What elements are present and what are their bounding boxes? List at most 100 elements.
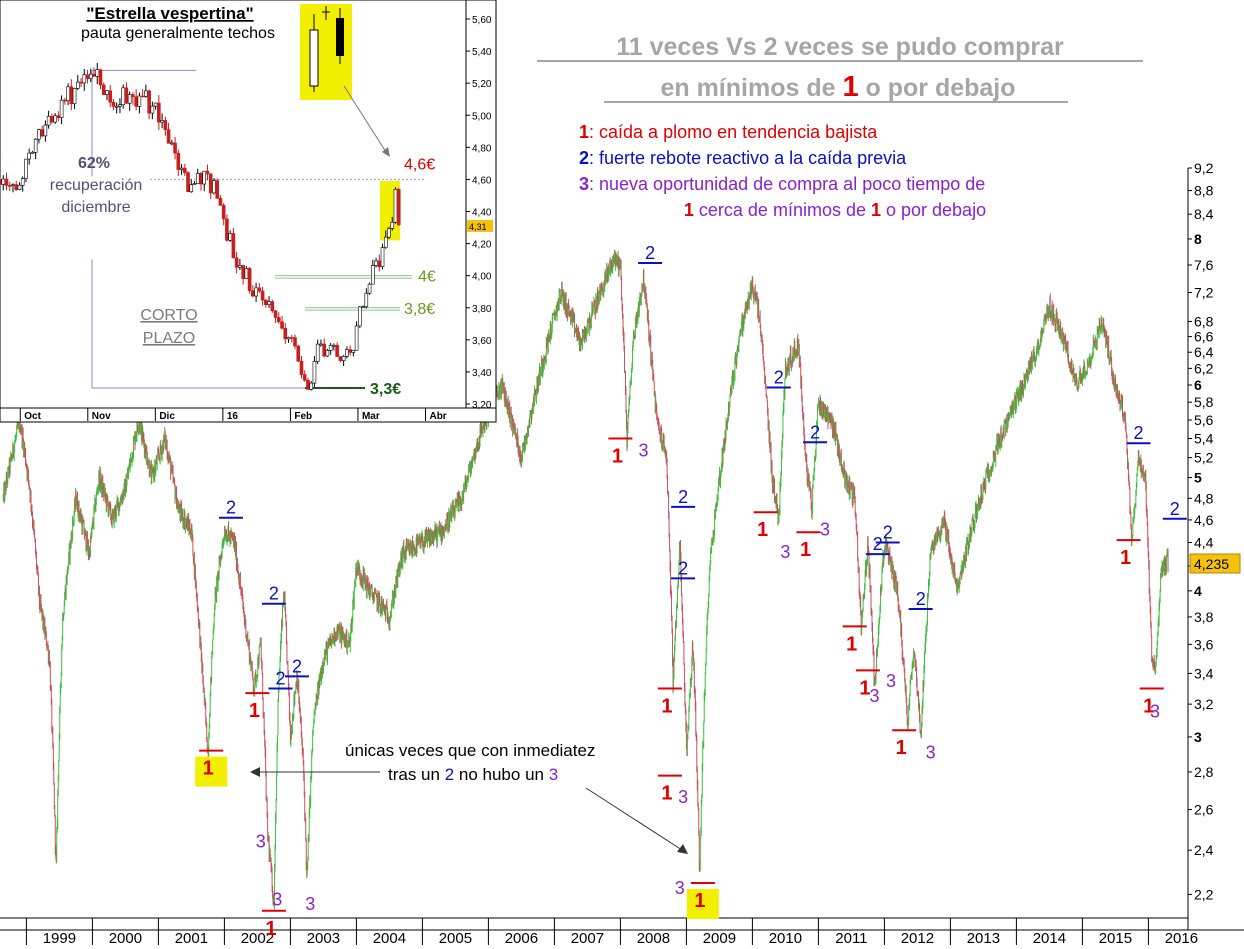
marker-label-1: 1 xyxy=(896,737,907,759)
inset-candle-body xyxy=(296,345,301,362)
marker-label-3: 3 xyxy=(272,890,282,910)
main-y-tick-label: 2,2 xyxy=(1194,886,1214,902)
main-y-tick-label: 2,4 xyxy=(1194,842,1214,858)
callout-line-1: únicas veces que con inmediatez xyxy=(345,741,595,760)
main-y-tick-label: 5,8 xyxy=(1194,394,1214,410)
inset-candle-body xyxy=(4,178,9,186)
inset-candle-body xyxy=(7,185,12,187)
inset-y-tick-label: 5,60 xyxy=(472,15,492,26)
inset-candle-body xyxy=(170,142,174,145)
inset-candle-body xyxy=(351,349,356,353)
inset-x-tick-label: Dic xyxy=(159,411,175,422)
marker-label-3: 3 xyxy=(886,671,896,691)
inset-candle-body xyxy=(374,260,378,266)
inset-candle-body xyxy=(111,101,116,107)
inset-candle-body xyxy=(66,86,70,101)
inset-candle-body xyxy=(221,204,226,220)
main-y-tick-label: 4 xyxy=(1194,583,1202,599)
legend: 1: caída a plomo en tendencia bajista 2:… xyxy=(579,122,986,220)
marker-label-2: 2 xyxy=(678,558,688,578)
inset-candle-body xyxy=(14,184,19,190)
inset-candle-body xyxy=(234,257,239,268)
main-y-tick-label: 6,2 xyxy=(1194,360,1214,376)
inset-candle-body xyxy=(364,292,369,308)
inset-candle-body xyxy=(147,90,151,114)
inset-candle-body xyxy=(85,74,90,79)
inset-x-tick-label: Abr xyxy=(429,411,446,422)
marker-label-3: 3 xyxy=(1150,701,1160,721)
inset-candle-body xyxy=(390,221,395,229)
main-y-tick-label: 7,2 xyxy=(1194,284,1214,300)
marker-label-1: 1 xyxy=(1143,696,1154,718)
inset-candle-body xyxy=(257,287,262,292)
inset-y-tick-label: 4,80 xyxy=(472,143,492,154)
inset-candle-body xyxy=(335,344,339,357)
inset-x-tick-label: Oct xyxy=(24,411,41,422)
main-candles xyxy=(2,249,1169,910)
marker-label-3: 3 xyxy=(305,894,315,914)
main-y-tick-label: 2,6 xyxy=(1194,802,1214,818)
main-x-tick-label: 2008 xyxy=(637,930,670,947)
marker-label-1: 1 xyxy=(661,783,672,805)
inset-y-tick-label: 5,40 xyxy=(472,47,492,58)
inset-candle-body xyxy=(0,179,2,185)
inset-price-annotation: 4,6€ xyxy=(404,156,435,173)
inset-candle-body xyxy=(186,172,190,193)
inset-title: "Estrella vespertina" xyxy=(86,4,253,23)
main-x-tick-label: 2006 xyxy=(505,930,538,947)
inset-candle-body xyxy=(286,337,291,340)
inset-candle-body xyxy=(20,178,25,186)
main-y-tick-label: 8,8 xyxy=(1194,183,1214,199)
callout-line-2: tras un 2 no hubo un 3 xyxy=(388,765,558,784)
inset-candle-body xyxy=(189,184,194,193)
main-x-tick-label: 2010 xyxy=(769,930,802,947)
inset-candle-body xyxy=(244,268,249,279)
current-price-tag: 4,235 xyxy=(1189,553,1241,574)
main-y-tick-label: 3,6 xyxy=(1194,636,1214,652)
main-y-tick-label: 6,6 xyxy=(1194,329,1214,345)
main-x-tick-label: 2002 xyxy=(241,930,274,947)
period-label-1: CORTO xyxy=(140,307,197,324)
inset-candle-body xyxy=(134,96,138,107)
main-y-tick-label: 3 xyxy=(1194,729,1202,745)
inset-candle-body xyxy=(17,184,22,190)
inset-candle-body xyxy=(325,350,330,357)
inset-candle-body xyxy=(166,129,171,144)
main-y-tick-label: 5 xyxy=(1194,470,1202,486)
inset-candle-body xyxy=(370,265,375,285)
marker-label-2: 2 xyxy=(292,656,302,676)
inset-candle-body xyxy=(11,184,15,186)
inset-candle-body xyxy=(348,349,352,353)
marker-label-3: 3 xyxy=(820,520,830,540)
marker-label-2: 2 xyxy=(810,422,820,442)
inset-panel: 5,60 5,40 5,20 5,00 4,80 4,60 4,40 4,20 4,00 3,80… xyxy=(0,0,497,423)
inset-x-tick-label: Mar xyxy=(362,411,380,422)
inset-candle-body xyxy=(153,102,158,107)
inset-y-tick-label: 4,20 xyxy=(472,240,492,251)
inset-y-tick-label: 3,60 xyxy=(472,336,492,347)
inset-candle-body xyxy=(345,349,349,357)
marker-label-1: 1 xyxy=(612,446,623,468)
inset-candle-body xyxy=(267,301,271,305)
main-x-tick-label: 2005 xyxy=(439,930,472,947)
inset-y-tick-label: 5,20 xyxy=(472,79,492,90)
marker-label-3: 3 xyxy=(638,441,648,461)
marker-label-2: 2 xyxy=(873,534,883,554)
inset-candle-body xyxy=(241,265,245,279)
inset-candle-body xyxy=(140,95,145,98)
inset-candle-body xyxy=(98,69,103,86)
inset-candle-body xyxy=(114,105,119,108)
inset-x-tick-label: Feb xyxy=(294,411,312,422)
inset-candle-body xyxy=(92,73,96,77)
inset-candle-body xyxy=(319,343,323,346)
marker-label-2: 2 xyxy=(774,368,784,388)
inset-candle-body xyxy=(273,310,278,318)
retracement-text-2: diciembre xyxy=(61,199,130,216)
marker-label-1: 1 xyxy=(249,700,260,722)
inset-candle-body xyxy=(79,81,83,84)
marker-label-2: 2 xyxy=(883,522,893,542)
evening-star-pattern xyxy=(300,4,352,100)
current-price-label: 4,235 xyxy=(1194,556,1229,572)
main-x-tick-label: 2014 xyxy=(1033,930,1066,947)
inset-candle-body xyxy=(24,158,28,179)
